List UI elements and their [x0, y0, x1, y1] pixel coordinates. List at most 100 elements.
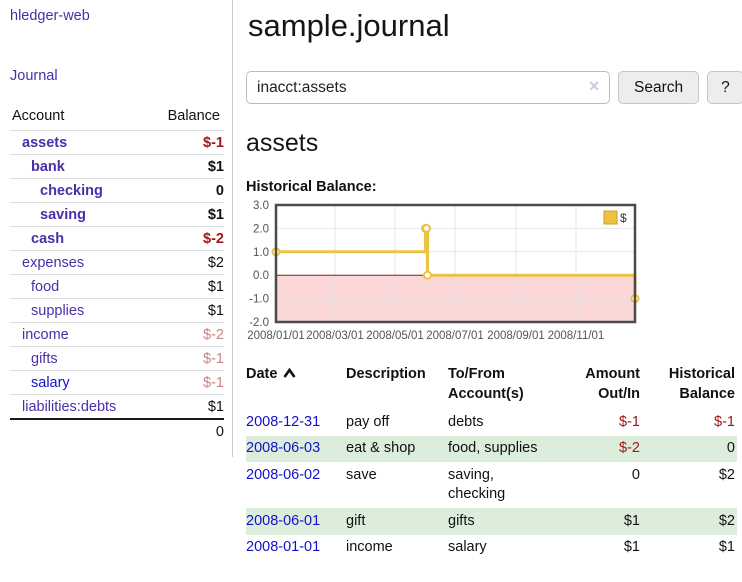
- register-row: 2008-06-02 save saving, checking 0 $2: [246, 462, 737, 508]
- account-balance: $-1: [203, 374, 224, 391]
- transaction-date-link[interactable]: 2008-06-02: [246, 466, 321, 483]
- register-tofrom-cell: gifts: [448, 512, 475, 529]
- svg-text:2008/01/01: 2008/01/01: [247, 330, 305, 342]
- register-header-tofrom: To/From Account(s): [448, 366, 524, 402]
- account-row: saving $1: [10, 202, 224, 227]
- account-link[interactable]: food: [31, 278, 60, 295]
- register-balance-cell: $2: [718, 512, 735, 529]
- account-link[interactable]: saving: [40, 206, 86, 223]
- account-link[interactable]: expenses: [22, 254, 85, 271]
- svg-text:2008/07/01: 2008/07/01: [426, 330, 484, 342]
- svg-text:2008/11/01: 2008/11/01: [548, 330, 605, 342]
- account-link[interactable]: bank: [31, 158, 65, 175]
- app-brand-link[interactable]: hledger-web: [10, 8, 90, 24]
- account-row: liabilities:debts $1: [10, 394, 224, 420]
- account-row: income $-2: [10, 322, 224, 347]
- svg-text:2008/09/01: 2008/09/01: [487, 330, 545, 342]
- account-link[interactable]: cash: [31, 230, 65, 247]
- search-input-wrap: ✕: [246, 71, 610, 104]
- register-amount-cell: $-1: [619, 413, 640, 430]
- help-button[interactable]: ?: [707, 71, 742, 104]
- svg-text:0.0: 0.0: [253, 270, 269, 282]
- account-row: food $1: [10, 274, 224, 299]
- account-link[interactable]: liabilities:debts: [22, 398, 117, 415]
- clear-search-icon[interactable]: ✕: [588, 78, 600, 94]
- account-heading: assets: [246, 129, 319, 157]
- search-button[interactable]: Search: [618, 71, 700, 104]
- account-row: assets $-1: [10, 130, 224, 155]
- transaction-date-link[interactable]: 2008-01-01: [246, 539, 321, 556]
- sidebar: hledger-web Journal Account Balance asse…: [0, 0, 233, 457]
- account-row: cash $-2: [10, 226, 224, 251]
- transaction-date-link[interactable]: 2008-12-31: [246, 413, 321, 430]
- account-balance: $1: [207, 206, 224, 223]
- register-amount-cell: $1: [623, 539, 640, 556]
- sidebar-item-journal[interactable]: Journal: [10, 68, 58, 84]
- account-balance: $-2: [203, 326, 224, 343]
- account-row: bank $1: [10, 154, 224, 179]
- transaction-date-link[interactable]: 2008-06-03: [246, 440, 321, 457]
- register-row: 2008-12-31 pay off debts $-1 $-1: [246, 409, 737, 436]
- register-balance-cell: $-1: [714, 413, 735, 430]
- register-date-cell: 2008-06-02: [246, 462, 346, 508]
- register-description-cell: income: [346, 539, 393, 556]
- register-description-cell: pay off: [346, 413, 390, 430]
- account-row: gifts $-1: [10, 346, 224, 371]
- chart-label: Historical Balance:: [246, 179, 377, 195]
- register-tofrom-cell: food, supplies: [448, 440, 538, 457]
- register-tofrom-cell: salary: [448, 539, 487, 556]
- register-table: Date Description To/From Account(s) Amou…: [246, 363, 737, 562]
- register-description-cell: save: [346, 466, 377, 483]
- account-row: supplies $1: [10, 298, 224, 323]
- register-header-description: Description: [346, 366, 426, 382]
- svg-text:1.0: 1.0: [253, 247, 269, 259]
- transaction-date-link[interactable]: 2008-06-01: [246, 512, 321, 529]
- account-link[interactable]: salary: [31, 374, 70, 391]
- svg-text:2008/03/01: 2008/03/01: [306, 330, 364, 342]
- accounts-total-row: 0: [10, 419, 224, 443]
- account-balance: $-1: [203, 350, 224, 367]
- account-balance: $2: [207, 254, 224, 271]
- sort-ascending-icon: [283, 368, 296, 378]
- account-balance: $-1: [203, 134, 224, 151]
- accounts-total-spacer: [10, 419, 148, 443]
- register-amount-cell: $1: [623, 512, 640, 529]
- account-balance: $-2: [203, 230, 224, 247]
- account-link[interactable]: supplies: [31, 302, 85, 319]
- register-description-cell: gift: [346, 512, 366, 529]
- search-input[interactable]: [246, 71, 610, 104]
- register-balance-cell: $2: [718, 466, 735, 483]
- svg-text:2.0: 2.0: [253, 223, 269, 235]
- main-content: sample.journal ✕ Search ? assets Histori…: [233, 0, 742, 562]
- account-link[interactable]: checking: [40, 182, 103, 199]
- accounts-rows: assets $-1 bank $1 checking 0 savin: [10, 130, 224, 420]
- account-balance: $1: [207, 398, 224, 415]
- register-header-row: Date Description To/From Account(s) Amou…: [246, 363, 737, 409]
- register-header-date[interactable]: Date: [246, 363, 346, 409]
- register-header-balance: Historical Balance: [668, 366, 735, 402]
- svg-text:-2.0: -2.0: [249, 317, 269, 329]
- hledger-web-app: hledger-web Journal Account Balance asse…: [0, 0, 742, 562]
- svg-text:$: $: [620, 211, 627, 225]
- register-tofrom-cell: saving, checking: [448, 466, 506, 503]
- register-rows: 2008-12-31 pay off debts $-1 $-1 2008-06…: [246, 409, 737, 561]
- svg-text:3.0: 3.0: [253, 200, 269, 212]
- register-header-amount: Amount Out/In: [585, 366, 640, 402]
- register-balance-cell: 0: [726, 440, 735, 457]
- account-link[interactable]: gifts: [31, 350, 58, 367]
- search-form: ✕ Search ?: [246, 71, 742, 104]
- register-tofrom-cell: debts: [448, 413, 484, 430]
- account-link[interactable]: assets: [22, 134, 68, 151]
- account-link[interactable]: income: [22, 326, 69, 343]
- account-row: checking 0: [10, 178, 224, 203]
- account-row: expenses $2: [10, 250, 224, 275]
- register-amount-cell: $-2: [619, 440, 640, 457]
- accounts-header-balance: Balance: [167, 108, 220, 124]
- register-row: 2008-01-01 income salary $1 $1: [246, 535, 737, 562]
- register-date-cell: 2008-01-01: [246, 535, 346, 562]
- svg-text:2008/05/01: 2008/05/01: [366, 330, 424, 342]
- register-balance-cell: $1: [718, 539, 735, 556]
- account-row: salary $-1: [10, 370, 224, 395]
- accounts-table: Account Balance assets $-1 bank $1: [10, 105, 224, 443]
